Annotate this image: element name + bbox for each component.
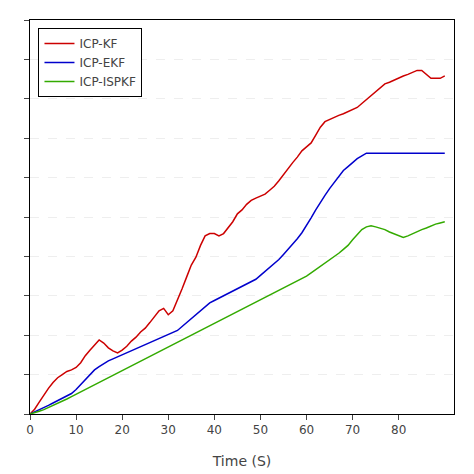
svg-text:70: 70 [345,423,360,437]
svg-text:ICP-KF: ICP-KF [79,37,117,51]
svg-text:10: 10 [68,423,83,437]
svg-text:60: 60 [299,423,314,437]
svg-text:30: 30 [161,423,176,437]
svg-text:40: 40 [207,423,222,437]
svg-text:80: 80 [391,423,406,437]
svg-text:Time (S): Time (S) [212,453,272,469]
svg-text:0: 0 [26,423,34,437]
svg-text:20: 20 [115,423,130,437]
svg-text:50: 50 [253,423,268,437]
svg-text:ICP-EKF: ICP-EKF [79,56,125,70]
svg-text:ICP-ISPKF: ICP-ISPKF [79,75,135,89]
